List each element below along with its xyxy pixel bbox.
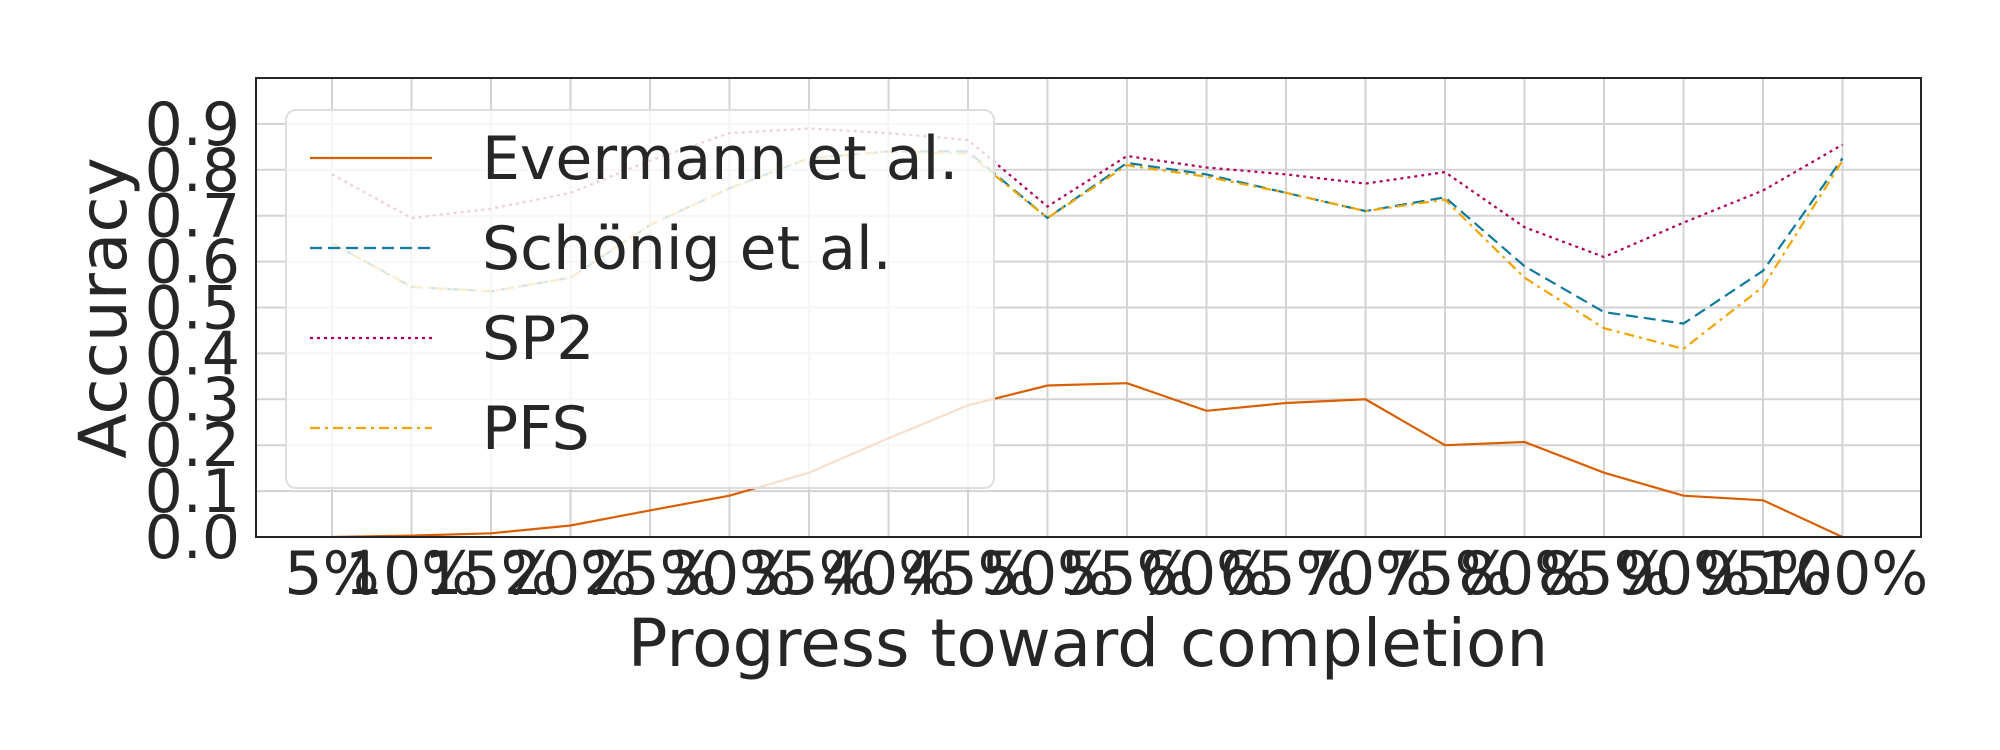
x-tick-label: 95% (1696, 539, 1829, 609)
y-tick-label: 0.1 (145, 457, 240, 527)
y-tick-label: 0.6 (145, 228, 240, 298)
plot-area-frame (255, 77, 1922, 538)
series-line-4 (331, 150, 1844, 351)
x-tick-label: 100% (1757, 539, 1929, 609)
x-tick-label: 70% (1299, 539, 1432, 609)
x-tick-label: 15% (424, 539, 557, 609)
y-tick-labels: 0.00.10.20.30.40.50.60.70.80.9 (145, 90, 240, 573)
legend: Evermann et al. Schönig et al. SP2 PFS (285, 109, 995, 489)
y-tick-label: 0.5 (145, 274, 240, 344)
x-tick-labels: 5%10%15%20%25%30%35%40%45%50%55%60%65%70… (284, 539, 1928, 609)
legend-box (285, 109, 995, 489)
legend-label: Evermann et al. (482, 124, 958, 194)
y-axis-title: Accuracy (65, 157, 142, 458)
x-tick-label: 65% (1219, 539, 1352, 609)
x-tick-label: 75% (1378, 539, 1511, 609)
y-tick-label: 0.3 (145, 365, 240, 435)
y-tick-label: 0.7 (145, 182, 240, 252)
x-tick-label: 20% (504, 539, 637, 609)
x-tick-label: 10% (345, 539, 478, 609)
x-tick-label: 55% (1060, 539, 1193, 609)
x-tick-label: 85% (1537, 539, 1670, 609)
legend-label: SP2 (482, 304, 594, 374)
x-tick-label: 30% (663, 539, 796, 609)
y-tick-label: 0.8 (145, 136, 240, 206)
y-tick-label: 0.0 (145, 503, 240, 573)
x-tick-label: 35% (742, 539, 875, 609)
y-tick-label: 0.4 (145, 319, 240, 389)
x-tick-label: 90% (1617, 539, 1750, 609)
x-tick-label: 25% (583, 539, 716, 609)
y-tick-label: 0.9 (145, 90, 240, 160)
x-axis-title: Progress toward completion (628, 605, 1548, 682)
x-tick-label: 5% (284, 539, 379, 609)
x-tick-label: 45% (901, 539, 1034, 609)
legend-label: Schönig et al. (482, 214, 892, 284)
series-line-1 (331, 382, 1843, 539)
x-tick-label: 80% (1458, 539, 1591, 609)
x-tick-label: 60% (1140, 539, 1273, 609)
legend-label: PFS (482, 394, 590, 464)
x-tick-label: 40% (822, 539, 955, 609)
x-tick-label: 50% (981, 539, 1114, 609)
y-tick-label: 0.2 (145, 411, 240, 481)
